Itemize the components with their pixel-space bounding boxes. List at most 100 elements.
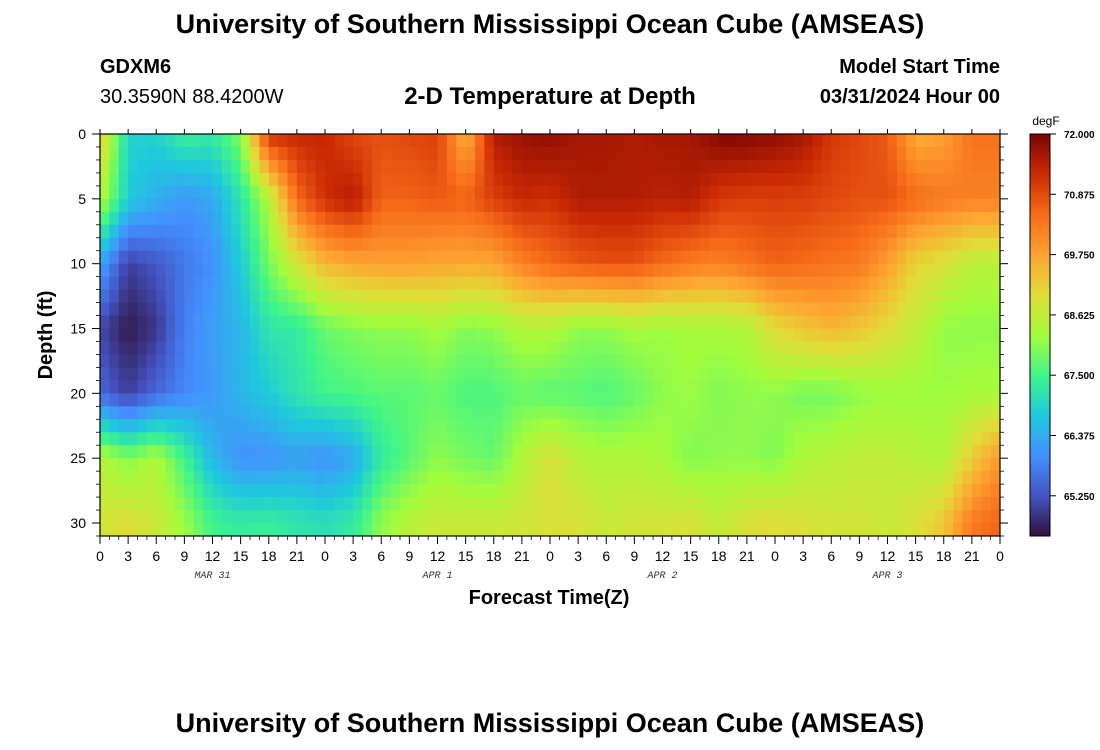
heatmap-cell bbox=[428, 302, 439, 317]
heatmap-cell bbox=[831, 471, 842, 485]
heatmap-cell bbox=[428, 185, 439, 200]
heatmap-cell bbox=[231, 224, 242, 239]
heatmap-cell bbox=[484, 211, 495, 226]
heatmap-cell bbox=[662, 276, 673, 291]
heatmap-cell bbox=[231, 237, 242, 252]
heatmap-cell bbox=[165, 224, 176, 239]
heatmap-cell bbox=[606, 134, 617, 148]
heatmap-cell bbox=[643, 134, 654, 148]
heatmap-cell bbox=[109, 354, 120, 369]
heatmap-cell bbox=[775, 328, 785, 343]
heatmap-cell bbox=[418, 497, 429, 511]
heatmap-cell bbox=[278, 146, 289, 161]
heatmap-cell bbox=[512, 510, 523, 524]
heatmap-cell bbox=[887, 393, 898, 407]
heatmap-cell bbox=[521, 393, 532, 407]
heatmap-cell bbox=[746, 289, 757, 304]
heatmap-cell bbox=[568, 510, 579, 524]
heatmap-cell bbox=[165, 393, 176, 407]
heatmap-cell bbox=[428, 471, 439, 485]
heatmap-cell bbox=[259, 172, 270, 187]
heatmap-cell bbox=[334, 354, 345, 369]
heatmap-cell bbox=[240, 354, 251, 369]
heatmap-cell bbox=[146, 302, 157, 317]
heatmap-cell bbox=[765, 185, 776, 200]
heatmap-cell bbox=[746, 406, 757, 420]
heatmap-cell bbox=[100, 146, 110, 161]
heatmap-cell bbox=[240, 289, 251, 304]
heatmap-cell bbox=[400, 302, 410, 317]
heatmap-cell bbox=[109, 432, 120, 446]
heatmap-cell bbox=[831, 237, 842, 252]
heatmap-cell bbox=[775, 276, 785, 291]
heatmap-cell bbox=[437, 341, 448, 356]
heatmap-cell bbox=[896, 523, 907, 536]
heatmap-cell bbox=[100, 432, 110, 446]
heatmap-cell bbox=[446, 458, 457, 472]
heatmap-cell bbox=[418, 159, 429, 174]
heatmap-cell bbox=[156, 172, 167, 187]
heatmap-cell bbox=[887, 289, 898, 304]
heatmap-cell bbox=[896, 185, 907, 200]
heatmap-cell bbox=[634, 471, 645, 485]
heatmap-cell bbox=[596, 367, 607, 381]
heatmap-cell bbox=[465, 224, 476, 239]
heatmap-cell bbox=[259, 237, 270, 252]
heatmap-cell bbox=[381, 328, 392, 343]
heatmap-cell bbox=[137, 484, 148, 498]
heatmap-cell bbox=[943, 367, 954, 381]
heatmap-cell bbox=[784, 523, 795, 536]
heatmap-cell bbox=[465, 172, 476, 187]
heatmap-cell bbox=[371, 172, 382, 187]
heatmap-cell bbox=[653, 328, 664, 343]
heatmap-cell bbox=[709, 224, 720, 239]
heatmap-cell bbox=[578, 211, 589, 226]
heatmap-cell bbox=[446, 341, 457, 356]
heatmap-cell bbox=[700, 146, 710, 161]
colorbar: degF 72.00070.87569.75068.62567.50066.37… bbox=[1029, 114, 1095, 537]
heatmap-cell bbox=[165, 328, 176, 343]
heatmap-cell bbox=[184, 510, 195, 524]
heatmap-cell bbox=[296, 198, 307, 213]
heatmap-cell bbox=[531, 134, 542, 148]
heatmap-cell bbox=[953, 302, 964, 317]
heatmap-cell bbox=[550, 302, 560, 317]
heatmap-cell bbox=[915, 224, 926, 239]
heatmap-cell bbox=[550, 341, 560, 356]
heatmap-cell bbox=[971, 198, 982, 213]
heatmap-cell bbox=[315, 263, 326, 278]
heatmap-cell bbox=[400, 419, 410, 433]
heatmap-cell bbox=[475, 224, 485, 239]
heatmap-cell bbox=[728, 484, 739, 498]
heatmap-cell bbox=[268, 367, 279, 381]
heatmap-cell bbox=[240, 146, 251, 161]
heatmap-cell bbox=[728, 185, 739, 200]
heatmap-cell bbox=[306, 393, 317, 407]
heatmap-cell bbox=[775, 497, 785, 511]
heatmap-cell bbox=[718, 146, 729, 161]
heatmap-cell bbox=[596, 380, 607, 394]
heatmap-cell bbox=[193, 263, 204, 278]
heatmap-cell bbox=[990, 211, 1000, 226]
heatmap-cell bbox=[278, 250, 289, 265]
heatmap-cell bbox=[100, 250, 110, 265]
heatmap-cell bbox=[484, 263, 495, 278]
heatmap-cell bbox=[662, 198, 673, 213]
heatmap-cell bbox=[418, 315, 429, 330]
heatmap-cell bbox=[390, 224, 401, 239]
heatmap-cell bbox=[709, 367, 720, 381]
heatmap-cell bbox=[418, 224, 429, 239]
heatmap-cell bbox=[803, 458, 814, 472]
heatmap-cell bbox=[128, 393, 139, 407]
heatmap-cell bbox=[437, 458, 448, 472]
heatmap-cell bbox=[971, 185, 982, 200]
heatmap-cell bbox=[925, 484, 935, 498]
heatmap-cell bbox=[625, 263, 635, 278]
heatmap-cell bbox=[775, 250, 785, 265]
heatmap-cell bbox=[475, 471, 485, 485]
heatmap-cell bbox=[737, 341, 748, 356]
heatmap-cell bbox=[100, 341, 110, 356]
heatmap-cell bbox=[325, 380, 335, 394]
heatmap-cell bbox=[240, 419, 251, 433]
heatmap-cell bbox=[690, 354, 701, 369]
